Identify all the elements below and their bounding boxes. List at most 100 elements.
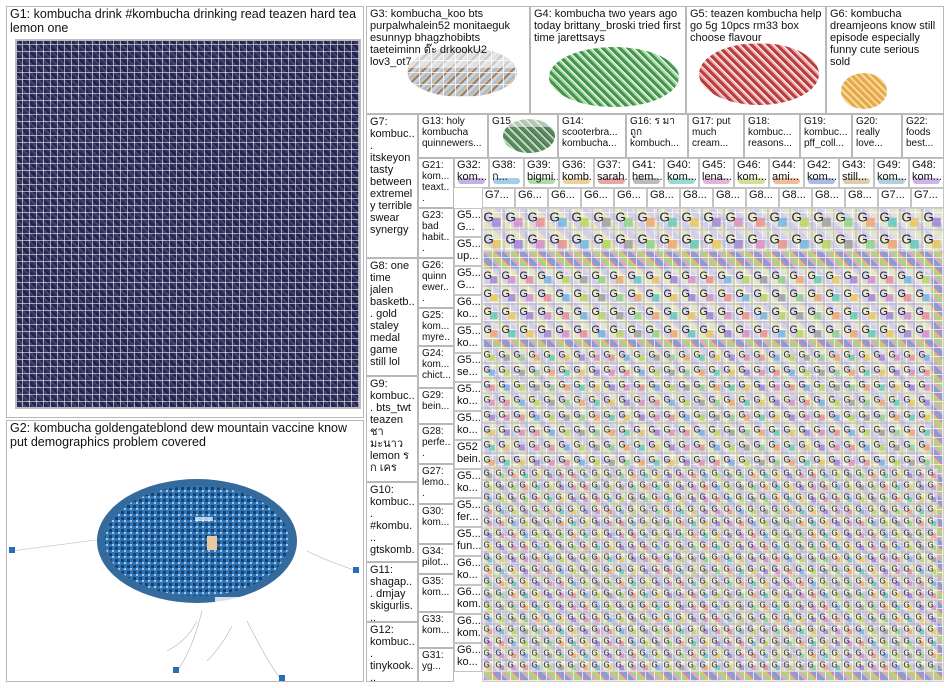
group-g15[interactable]: G15 bbox=[488, 114, 558, 158]
tiny-group-cell[interactable]: G8... bbox=[779, 188, 812, 208]
tiny-group-cell[interactable]: G5... ko... bbox=[454, 411, 482, 440]
tiny-group-cell[interactable]: G5... ko... bbox=[454, 324, 482, 353]
small-group-cell[interactable]: G40: kom... bbox=[664, 158, 699, 188]
tiny-group: G bbox=[527, 378, 542, 393]
tiny-group-cell[interactable]: G8... bbox=[680, 188, 713, 208]
tiny-group-cell[interactable]: G6... bbox=[614, 188, 647, 208]
group-g26[interactable]: G26: quinn ewer... bbox=[418, 258, 454, 308]
group-g10[interactable]: G10: kombuc... #kombu... gtskomb... brew… bbox=[366, 482, 418, 562]
tiny-group: G bbox=[602, 492, 614, 504]
group-g17[interactable]: G17: put much cream... bbox=[688, 114, 744, 158]
small-group-cell[interactable]: G36:komb... bbox=[559, 158, 594, 188]
group-g13[interactable]: G13: holy kombucha quinnewers... bbox=[418, 114, 488, 158]
small-group-cell[interactable]: G44: ami... bbox=[769, 158, 804, 188]
group-g12[interactable]: G12: kombuc... tinykook... btsvoya... bbox=[366, 622, 418, 682]
group-g16[interactable]: G16: ร มา ถูก kombuch... bbox=[626, 114, 688, 158]
group-g21[interactable]: G21: kom... teaxt... bbox=[418, 158, 454, 208]
tiny-group: G bbox=[794, 564, 806, 576]
tiny-group: G bbox=[722, 612, 734, 624]
group-g30[interactable]: G30: kom... bbox=[418, 504, 454, 544]
tiny-group-cell[interactable]: G5... up... bbox=[454, 237, 482, 266]
tiny-group-cell[interactable]: G5... se... bbox=[454, 353, 482, 382]
group-g33[interactable]: G33: kom... bbox=[418, 612, 454, 648]
tiny-group-cell[interactable]: G8... bbox=[812, 188, 845, 208]
group-g1[interactable]: G1: kombucha drink #kombucha drinking re… bbox=[6, 6, 364, 418]
tiny-group-cell[interactable]: G8... bbox=[713, 188, 746, 208]
small-group-cell[interactable]: G48: kom... bbox=[909, 158, 944, 188]
svg-text:G: G bbox=[580, 480, 586, 489]
small-group-cell[interactable]: G37:sarah... bbox=[594, 158, 629, 188]
tiny-group-cell[interactable]: G5... fun... bbox=[454, 527, 482, 556]
group-g8[interactable]: G8: one time jalen basketb... gold stale… bbox=[366, 258, 418, 376]
group-g31[interactable]: G31: yg... bbox=[418, 648, 454, 682]
tiny-group-cell[interactable]: G6... ko... bbox=[454, 556, 482, 585]
svg-text:G: G bbox=[832, 480, 838, 489]
tiny-group-cell[interactable]: G6... bbox=[515, 188, 548, 208]
tiny-group: G bbox=[662, 438, 677, 453]
group-g9[interactable]: G9: kombuc... bts_twt teazen ชา มะนาว le… bbox=[366, 376, 418, 482]
small-group-cell[interactable]: G45: lena... bbox=[699, 158, 734, 188]
group-g5[interactable]: G5: teazen kombucha help go 5g 10pcs rm3… bbox=[686, 6, 826, 114]
svg-text:G: G bbox=[820, 516, 826, 525]
group-g18[interactable]: G18: kombuc... reasons... bbox=[744, 114, 800, 158]
svg-text:G: G bbox=[580, 492, 586, 501]
small-group-cell[interactable]: G43: still... bbox=[839, 158, 874, 188]
small-group-cell[interactable]: G49: kom... bbox=[874, 158, 909, 188]
svg-text:G: G bbox=[604, 349, 611, 359]
group-g35[interactable]: G35: kom... bbox=[418, 574, 454, 612]
svg-text:G: G bbox=[796, 564, 802, 573]
tiny-group-cell[interactable]: G6...kom... bbox=[454, 614, 482, 643]
tiny-group-cell[interactable]: G8... bbox=[845, 188, 878, 208]
small-group-cell[interactable]: G41: hem... bbox=[629, 158, 664, 188]
group-g14[interactable]: G14: scooterbra... kombucha... bbox=[558, 114, 626, 158]
group-g29[interactable]: G29: bein... bbox=[418, 388, 454, 424]
tiny-group-cell[interactable]: G5... G... bbox=[454, 208, 482, 237]
tiny-group: G bbox=[578, 648, 590, 660]
group-g20[interactable]: G20: really love... bbox=[852, 114, 902, 158]
svg-text:G: G bbox=[814, 409, 821, 419]
tiny-group-cell[interactable]: G5... fer... bbox=[454, 498, 482, 527]
group-g28[interactable]: G28: perfe... bbox=[418, 424, 454, 464]
group-g25[interactable]: G25: kom... myre... bbox=[418, 308, 454, 346]
small-group-cell[interactable]: G32: kom... bbox=[454, 158, 489, 188]
group-g3[interactable]: G3: kombucha_koo bts purpalwhalein52 mon… bbox=[366, 6, 530, 114]
tiny-group-cell[interactable]: G6... bbox=[581, 188, 614, 208]
tiny-group-cell[interactable]: G6... bbox=[548, 188, 581, 208]
group-g22[interactable]: G22: foods best... bbox=[902, 114, 944, 158]
tiny-group: G bbox=[572, 348, 587, 363]
tiny-group-cell[interactable]: G6... ko... bbox=[454, 295, 482, 324]
tiny-group-cell[interactable]: G5... ko... bbox=[454, 382, 482, 411]
tiny-group-cell[interactable]: G8... bbox=[647, 188, 680, 208]
small-group-cell[interactable]: G38: ก... bbox=[489, 158, 524, 188]
tiny-group-cell[interactable]: G7... bbox=[482, 188, 515, 208]
group-g11[interactable]: G11: shagap... dmjay skigurlis... bbox=[366, 562, 418, 622]
group-g27[interactable]: G27: lemo... bbox=[418, 464, 454, 504]
tiny-group: G bbox=[482, 304, 500, 322]
group-g2[interactable]: G2: kombucha goldengateblond dew mountai… bbox=[6, 420, 364, 682]
tiny-group: G bbox=[530, 624, 542, 636]
tiny-group-cell[interactable]: G6... ko... bbox=[454, 643, 482, 672]
tiny-group-cell[interactable]: G7... bbox=[911, 188, 944, 208]
tiny-group: G bbox=[806, 480, 818, 492]
tiny-group-cell[interactable]: G7... bbox=[878, 188, 911, 208]
small-group-cell[interactable]: G39: bigmi... bbox=[524, 158, 559, 188]
group-g6[interactable]: G6: kombucha dreamjeons know still episo… bbox=[826, 6, 944, 114]
svg-text:G: G bbox=[856, 576, 862, 585]
tiny-group-cell[interactable]: G5... G... bbox=[454, 266, 482, 295]
small-group-cell[interactable]: G46: kom... bbox=[734, 158, 769, 188]
group-g4[interactable]: G4: kombucha two years ago today brittan… bbox=[530, 6, 686, 114]
tiny-group: G bbox=[806, 504, 818, 516]
group-g34[interactable]: G34: pilot... bbox=[418, 544, 454, 574]
tiny-group: G bbox=[824, 286, 842, 304]
small-group-cell[interactable]: G42: kom... bbox=[804, 158, 839, 188]
tiny-group-cell[interactable]: G6...kom... bbox=[454, 585, 482, 614]
group-g19[interactable]: G19: kombuc... pff_coll... bbox=[800, 114, 852, 158]
group-g7[interactable]: G7: kombuc... itskeyon tasty between ext… bbox=[366, 114, 418, 258]
tiny-group: G bbox=[566, 480, 578, 492]
group-g23[interactable]: G23: bad habit... bbox=[418, 208, 454, 258]
group-g24[interactable]: G24: kom... chict... bbox=[418, 346, 454, 388]
tiny-group-cell[interactable]: G5... ko... bbox=[454, 469, 482, 498]
tiny-group-cell[interactable]: G8... bbox=[746, 188, 779, 208]
tiny-group: G bbox=[512, 378, 527, 393]
